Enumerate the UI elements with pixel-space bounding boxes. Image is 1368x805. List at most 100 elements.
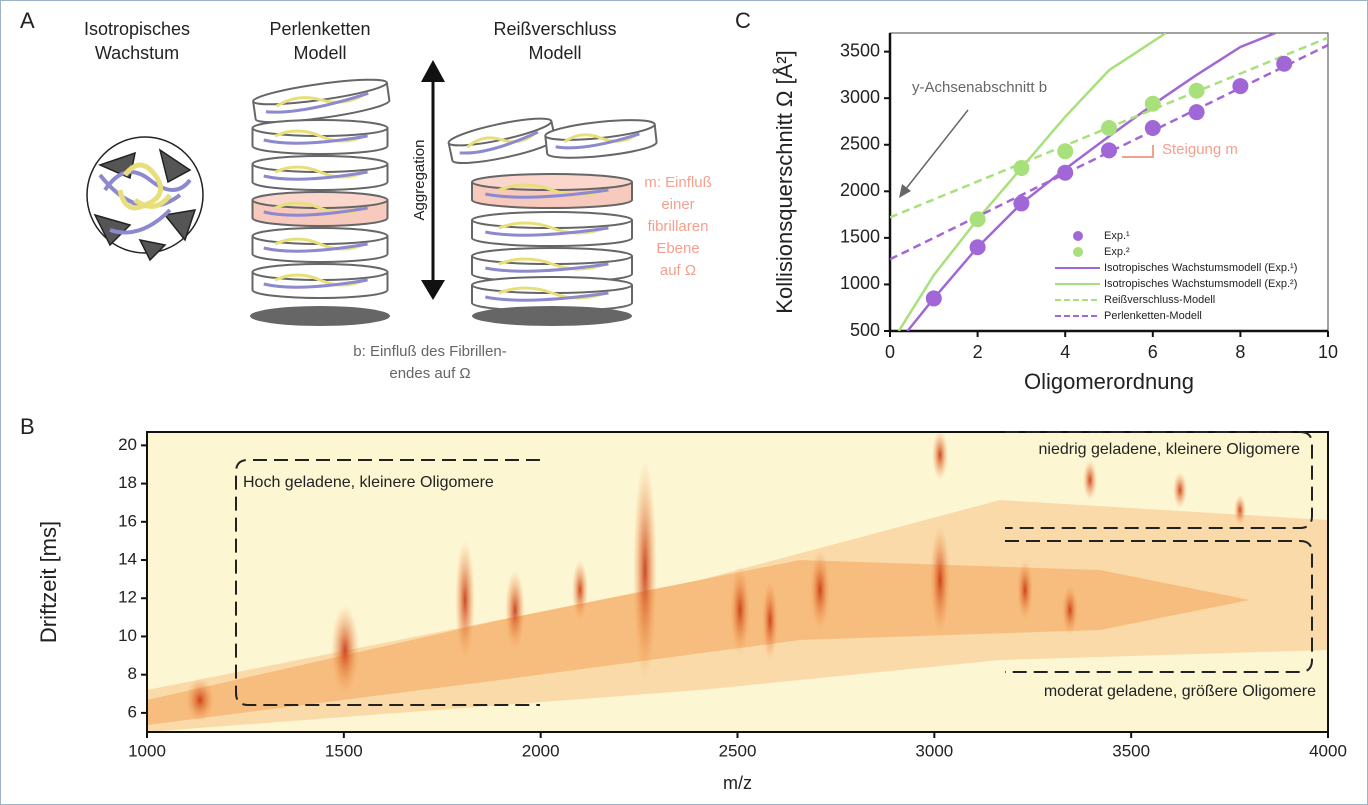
disc [447,117,557,165]
data-point [1276,55,1293,72]
x-tick-label: 1500 [325,741,363,760]
x-tick-label: 2 [973,342,983,362]
intensity-spot [186,678,214,722]
disc [252,78,391,124]
diagram-label: Ebene [656,240,699,257]
isotropic-structure [86,136,204,262]
y-tick-label: 12 [118,588,137,607]
data-point [1101,119,1117,136]
disc-strand [265,91,369,114]
data-point [1101,142,1117,159]
disc [251,191,389,227]
data-point [1188,104,1205,121]
y-tick-label: 18 [118,473,137,492]
legend-label: Exp.¹ [1104,230,1130,242]
disc-strand [498,257,606,271]
intensity-spot [505,570,525,650]
disc-strand [498,183,606,197]
disc [471,247,633,283]
intensity-spot [810,550,830,630]
disc-top [471,247,633,265]
disc-strand [485,291,609,302]
disc-top [251,263,389,281]
y-tick-label: 14 [118,550,137,569]
y-tick-label: 3500 [840,40,880,60]
diagram-label: endes auf Ω [389,365,470,382]
annotation-bracket [1122,145,1154,158]
disc-top [251,155,389,173]
region-outline [1005,540,1313,673]
disc [471,276,633,312]
data-point [1144,119,1161,136]
y-tick-label: 20 [118,435,137,454]
intensity-spot [1083,460,1097,500]
y-tick-label: 3000 [840,87,880,107]
disc [251,119,389,155]
intensity-spot [930,525,950,635]
diagram-label: Modell [293,43,346,63]
disc-strand [485,226,609,237]
panel-label: C [735,8,751,33]
disc-strand [263,134,368,145]
x-tick-label: 4 [1060,342,1070,362]
disc-strand [459,130,539,155]
plot-area [889,32,1329,332]
shadow [250,306,390,326]
disc-strand [263,170,368,181]
y-tick-label: 2500 [840,134,880,154]
disc-strand [498,286,606,300]
disc-strand [263,242,368,253]
disc-strand [274,165,366,179]
disc-strand [466,131,537,149]
data-point [1188,82,1205,99]
data-point [925,290,942,307]
legend-label: Isotropisches Wachstumsmodell (Exp.²) [1104,278,1297,290]
x-tick-label: 3000 [915,741,953,760]
legend-marker [1073,231,1083,241]
annotation: Hoch geladene, kleinere Oligomere [243,474,494,491]
intensity-spot [762,580,778,660]
disc-strand [498,221,606,235]
y-tick-label: 2000 [840,180,880,200]
x-tick-label: 1000 [128,741,166,760]
intensity-spot [1234,495,1246,525]
intensity-spot [331,605,359,695]
y-tick-label: 6 [128,702,137,721]
annotation-arrow [904,109,969,191]
x-tick-label: 2500 [719,741,757,760]
intensity-spot [1062,585,1078,635]
diagram-label: fibrillaren [648,218,709,235]
disc-top [471,276,633,294]
disc [544,119,658,159]
data-point [969,239,986,256]
intensity-spot [730,565,750,655]
diagram-label: auf Ω [660,262,696,279]
x-tick-label: 4000 [1309,741,1347,760]
diagram-label: m: Einfluß [644,174,712,191]
disc-top [471,173,633,191]
disc-strand [274,273,366,287]
x-tick-label: 10 [1318,342,1338,362]
diagram-label: Perlenketten [269,19,370,39]
legend-label: Isotropisches Wachstumsmodell (Exp.¹) [1104,262,1297,274]
diagram-label: Isotropisches [84,19,190,39]
disc [471,211,633,247]
data-point [1144,95,1161,112]
disc-strand [274,129,366,143]
data-point [1013,160,1030,177]
diagram-label: einer [661,196,694,213]
disc [471,173,633,209]
data-point [1232,78,1249,95]
disc-strand [485,262,609,273]
disc-top [251,191,389,209]
legend-marker [1073,247,1083,257]
x-axis-title: m/z [723,773,752,793]
panel-a: Isotropisches Wachstum Perlenketten Modell R… [84,19,712,382]
intensity-spot [932,432,948,480]
x-tick-label: 3500 [1112,741,1150,760]
intensity-band [147,560,1250,725]
disc-strand [563,132,639,144]
intensity-spot [1173,472,1187,508]
panel-label: A [20,8,35,33]
